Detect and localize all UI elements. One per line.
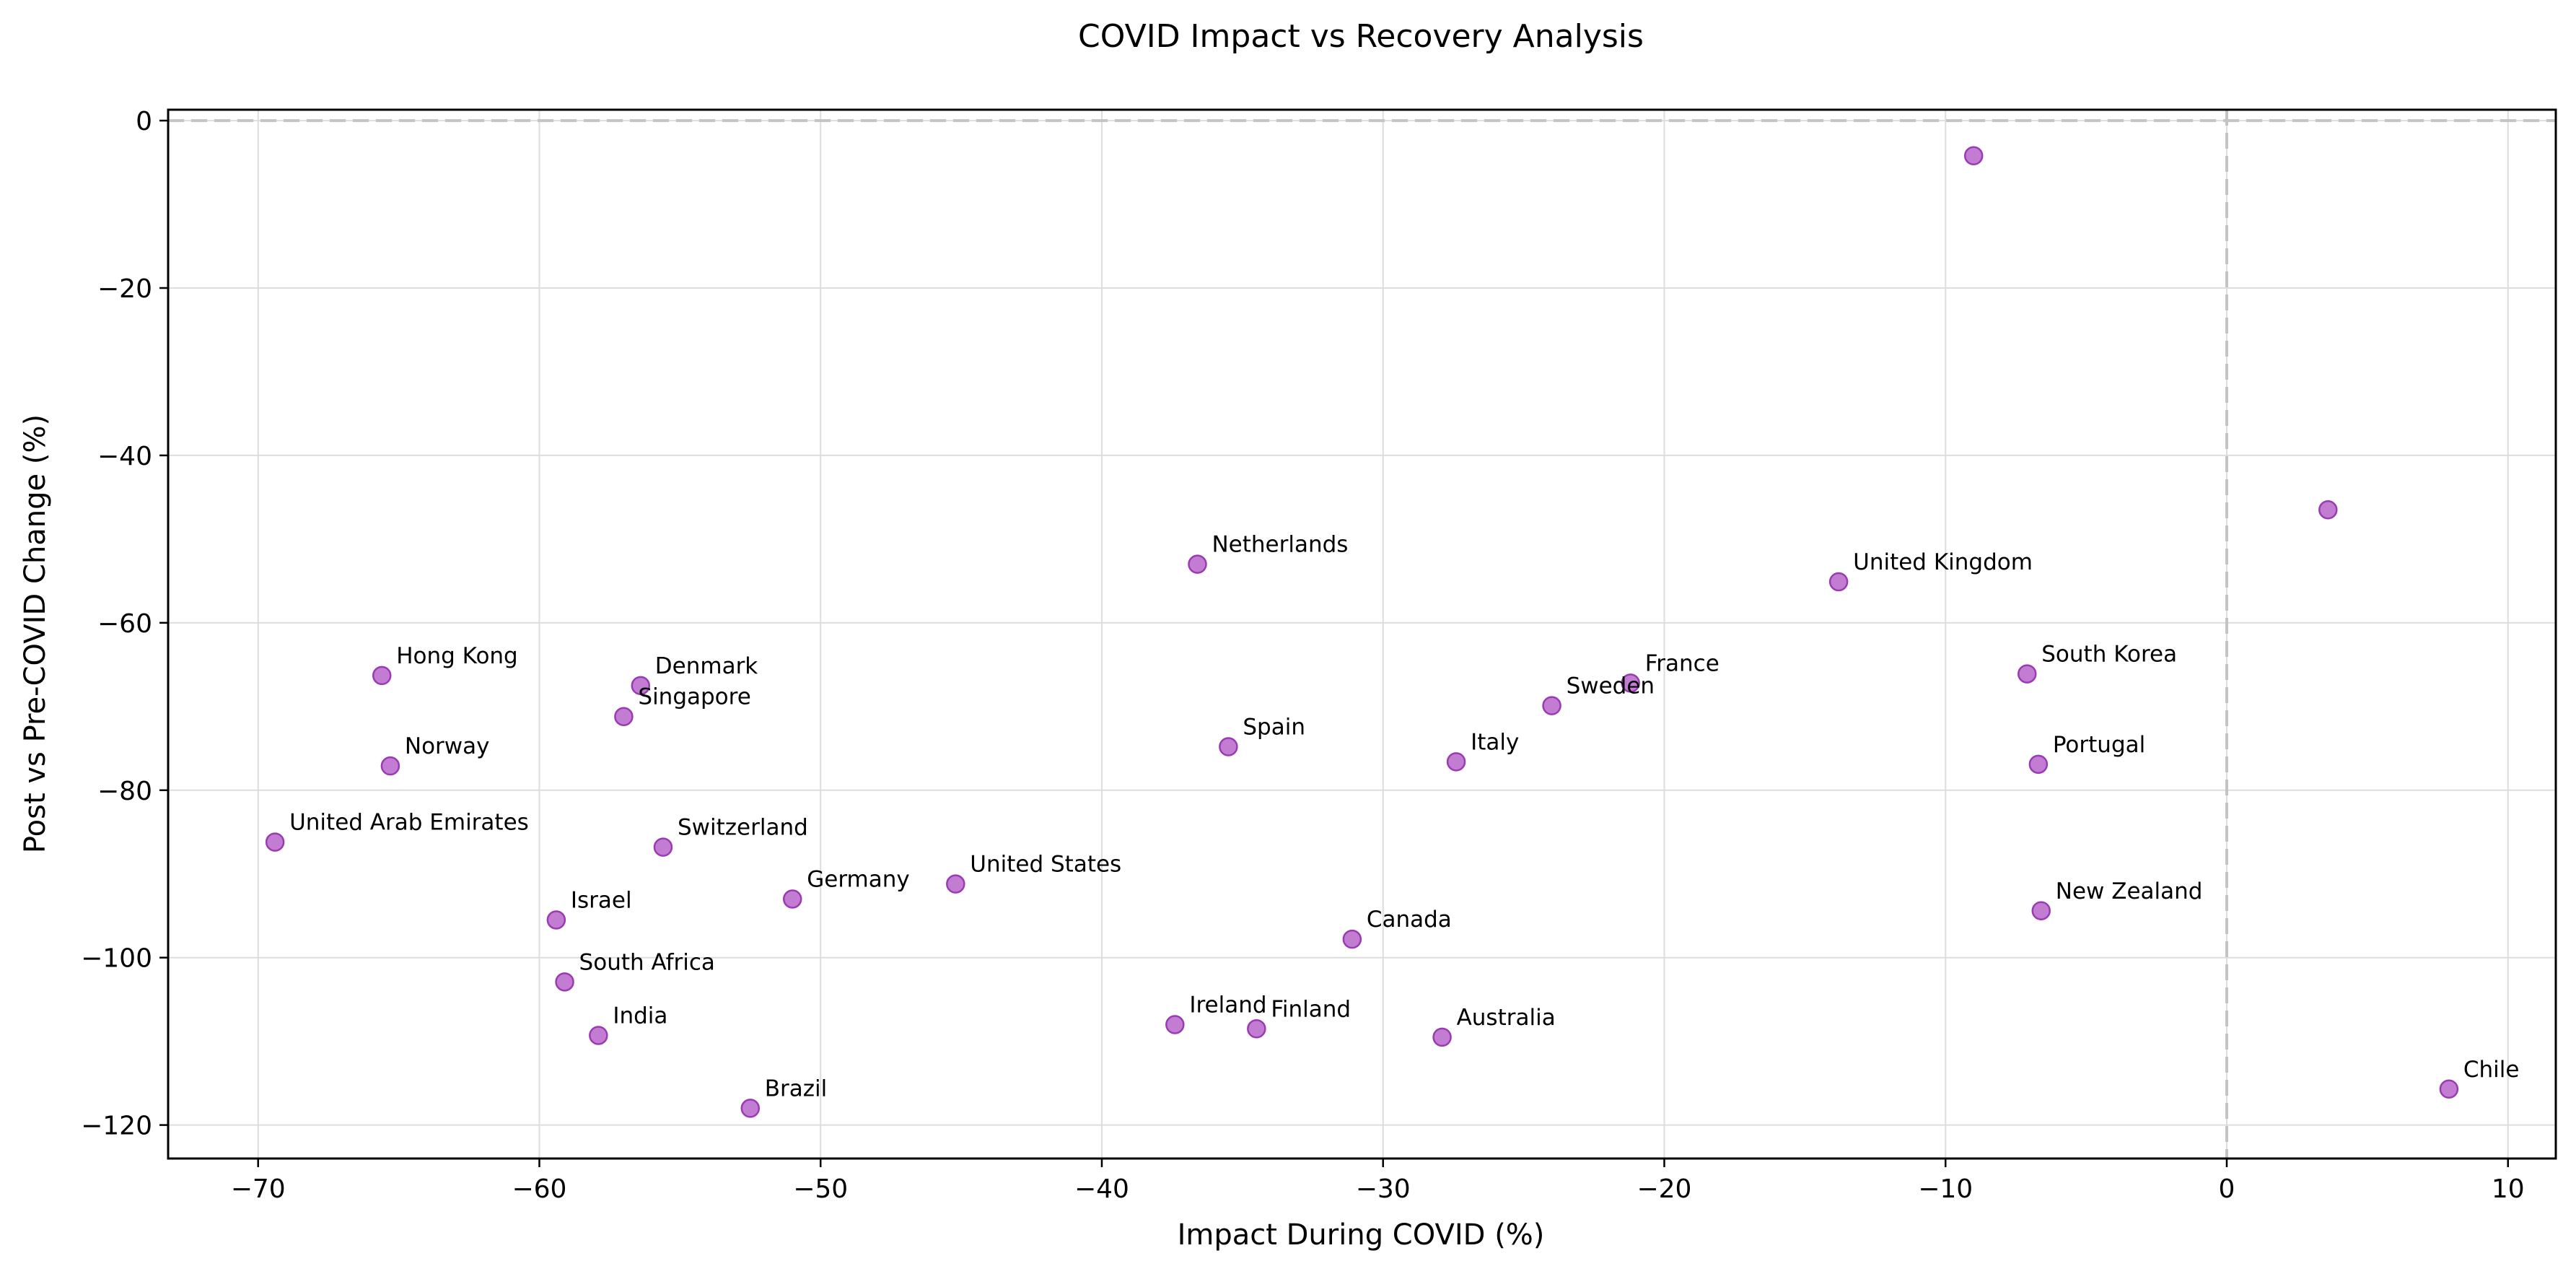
chart-title: COVID Impact vs Recovery Analysis (1078, 18, 1644, 55)
data-point-label: Ireland (1189, 992, 1266, 1018)
data-point (1219, 737, 1238, 756)
x-axis-ticks: −70 −60 −50 −40 −30 −20 −10 0 10 (231, 1159, 2525, 1204)
x-tick-label: 0 (2219, 1174, 2235, 1204)
y-tick-label: −120 (81, 1112, 152, 1141)
data-point-label: Singapore (638, 684, 750, 710)
data-point (1247, 1019, 1266, 1039)
data-point (380, 756, 400, 776)
data-point-label: Switzerland (678, 815, 808, 841)
data-point-label: South Africa (579, 949, 715, 975)
data-point (614, 707, 634, 726)
data-point-label: Norway (405, 733, 490, 759)
x-tick-label: −60 (512, 1174, 566, 1204)
data-point (555, 972, 574, 992)
data-point-label: India (613, 1003, 667, 1029)
y-tick-label: −40 (97, 442, 152, 471)
data-point (1165, 1015, 1185, 1034)
x-axis-label: Impact During COVID (%) (1178, 1218, 1545, 1252)
data-point (1621, 673, 1640, 693)
x-tick-label: −10 (1918, 1174, 1973, 1204)
data-point-label: Netherlands (1212, 532, 1348, 558)
data-point-label: Italy (1471, 729, 1519, 755)
x-tick-label: −30 (1356, 1174, 1411, 1204)
y-tick-label: −20 (97, 274, 152, 304)
data-point (1963, 146, 1984, 166)
data-point-label: Spain (1243, 714, 1305, 740)
x-tick-label: −50 (793, 1174, 848, 1204)
data-point (740, 1099, 761, 1118)
data-point-label: Brazil (765, 1076, 828, 1101)
data-point-label: United States (970, 852, 1121, 878)
y-tick-label: −80 (97, 777, 152, 806)
data-point-label: Australia (1457, 1005, 1556, 1031)
data-point-label: Portugal (2053, 732, 2145, 758)
data-point (653, 837, 673, 857)
data-point (783, 889, 802, 909)
data-point (546, 910, 566, 930)
data-point-label: Chile (2463, 1057, 2520, 1083)
data-point (372, 666, 392, 686)
data-point-label: Israel (571, 888, 632, 914)
data-point (1446, 752, 1466, 772)
data-point-label: South Korea (2041, 642, 2177, 668)
data-point-label: United Arab Emirates (289, 810, 529, 836)
data-point-label: United Kingdom (1853, 549, 2033, 575)
y-axis-label: Post vs Pre-COVID Change (%) (19, 414, 52, 853)
y-tick-label: 0 (136, 107, 152, 136)
data-point (2018, 664, 2037, 684)
data-point (1828, 572, 1849, 592)
data-point-label: Hong Kong (396, 643, 518, 669)
data-point-label: Denmark (655, 653, 758, 679)
y-tick-label: −100 (81, 944, 152, 974)
data-point-label: Finland (1271, 996, 1351, 1022)
x-tick-label: 10 (2492, 1174, 2525, 1204)
x-tick-label: −70 (231, 1174, 286, 1204)
data-point (2318, 500, 2338, 520)
data-point-label: Germany (807, 867, 909, 893)
data-point (1432, 1027, 1452, 1047)
data-point (2031, 901, 2051, 921)
data-point (265, 832, 285, 852)
data-point-label: Canada (1367, 907, 1452, 933)
data-point (2028, 754, 2049, 775)
data-point-label: France (1645, 650, 1719, 676)
reference-lines (168, 110, 2556, 1159)
data-point (1342, 929, 1362, 949)
y-tick-label: −60 (97, 609, 152, 639)
data-point-label: Sweden (1567, 673, 1655, 699)
y-axis-ticks: 0 −20 −40 −60 −80 −100 −120 (81, 107, 168, 1141)
grid-lines (168, 110, 2556, 1159)
plot-frame (167, 108, 2557, 1160)
data-point-label: New Zealand (2056, 878, 2203, 904)
x-tick-label: −40 (1074, 1174, 1129, 1204)
point-labels: Netherlands United Kingdom Hong Kong Denmar… (289, 532, 2519, 1102)
data-point (589, 1026, 608, 1045)
data-point (1188, 554, 1207, 574)
data-point (946, 874, 965, 894)
data-point (1542, 696, 1561, 715)
data-point (2439, 1079, 2459, 1099)
data-points (265, 146, 2459, 1118)
x-tick-label: −20 (1637, 1174, 1691, 1204)
data-point (631, 676, 651, 696)
